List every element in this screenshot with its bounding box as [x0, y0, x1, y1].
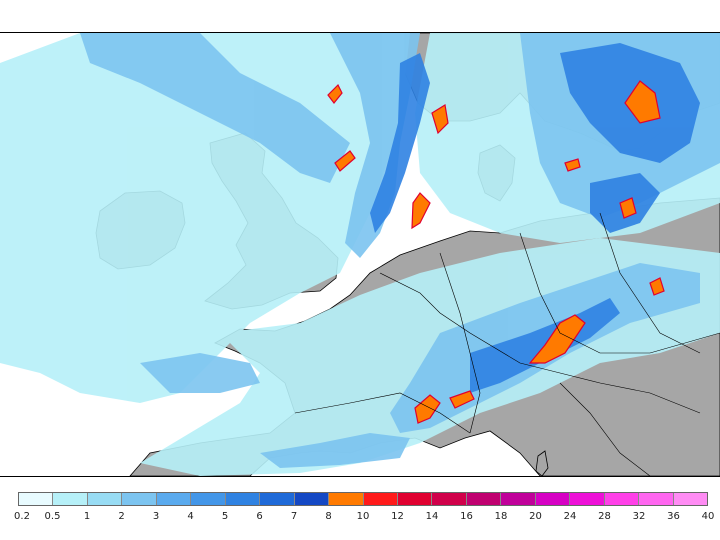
legend-labels: 0.2 0.5 1 2 3 4 5 6 7 8 10 12 14 16 18 20 24 28 32 36 40	[18, 511, 708, 525]
legend-swatch	[88, 493, 122, 505]
legend-label: 10	[357, 511, 370, 522]
legend-color-bar	[18, 492, 708, 506]
precipitation-map	[0, 32, 720, 477]
legend-swatch	[432, 493, 466, 505]
legend-label: 0.2	[14, 511, 30, 522]
legend-label: 24	[564, 511, 577, 522]
legend-swatch	[295, 493, 329, 505]
legend-label: 14	[426, 511, 439, 522]
legend-swatch	[605, 493, 639, 505]
legend-label: 20	[529, 511, 542, 522]
legend-label: 18	[495, 511, 508, 522]
legend-label: 32	[633, 511, 646, 522]
legend-swatch	[122, 493, 156, 505]
legend-swatch	[157, 493, 191, 505]
legend-label: 5	[222, 511, 228, 522]
legend-label: 2	[118, 511, 124, 522]
legend-label: 0.5	[45, 511, 61, 522]
legend-swatch	[570, 493, 604, 505]
legend-swatch	[639, 493, 673, 505]
legend-swatch	[501, 493, 535, 505]
legend-swatch	[364, 493, 398, 505]
legend-swatch	[674, 493, 707, 505]
legend-label: 6	[256, 511, 262, 522]
legend-label: 40	[702, 511, 715, 522]
legend-label: 1	[84, 511, 90, 522]
legend-label: 7	[291, 511, 297, 522]
legend-swatch	[226, 493, 260, 505]
legend-swatch	[19, 493, 53, 505]
legend-swatch	[191, 493, 225, 505]
legend-swatch	[260, 493, 294, 505]
legend-swatch	[329, 493, 363, 505]
legend-label: 28	[598, 511, 611, 522]
legend-label: 16	[460, 511, 473, 522]
legend-label: 3	[153, 511, 159, 522]
legend-label: 36	[667, 511, 680, 522]
legend-label: 8	[325, 511, 331, 522]
map-canvas	[0, 33, 720, 476]
legend-swatch	[398, 493, 432, 505]
legend-swatch	[53, 493, 87, 505]
legend-label: 4	[187, 511, 193, 522]
precipitation-legend: 0.2 0.5 1 2 3 4 5 6 7 8 10 12 14 16 18 20 24 28 32 36 40	[18, 492, 708, 532]
legend-label: 12	[391, 511, 404, 522]
legend-swatch	[536, 493, 570, 505]
legend-swatch	[467, 493, 501, 505]
